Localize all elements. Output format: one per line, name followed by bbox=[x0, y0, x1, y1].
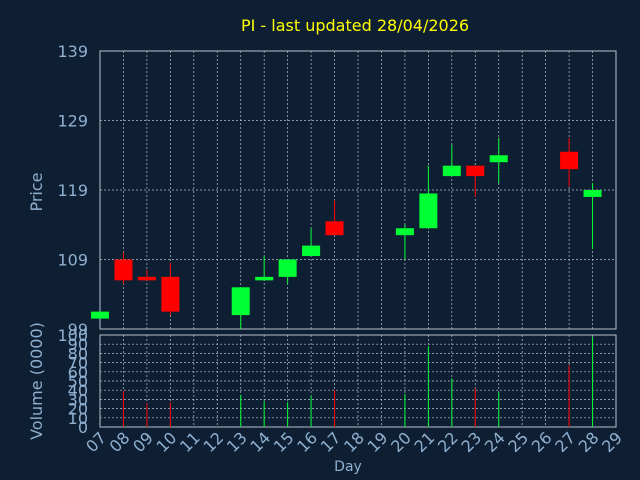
candle-body bbox=[395, 228, 414, 236]
candle-body bbox=[419, 193, 438, 229]
candle-body bbox=[91, 311, 109, 319]
price-candles bbox=[91, 137, 602, 329]
candle-body bbox=[255, 276, 274, 281]
volume-y-tick: 80 bbox=[68, 344, 88, 363]
x-axis-label: Day bbox=[334, 459, 362, 475]
candle-14 bbox=[255, 256, 274, 281]
candle-body bbox=[325, 221, 344, 236]
candle-24 bbox=[489, 137, 508, 184]
volume-y-tick: 90 bbox=[68, 335, 88, 354]
price-y-tick: 119 bbox=[57, 181, 88, 200]
candle-22 bbox=[442, 144, 461, 177]
candle-09 bbox=[137, 269, 156, 281]
candle-07 bbox=[91, 311, 109, 319]
volume-y-tick: 70 bbox=[68, 354, 88, 373]
candle-10 bbox=[161, 262, 180, 316]
chart-title: PI - last updated 28/04/2026 bbox=[241, 16, 469, 35]
candle-body bbox=[161, 276, 180, 312]
candle-body bbox=[583, 190, 602, 197]
price-y-tick: 129 bbox=[57, 112, 88, 131]
candle-body bbox=[114, 259, 133, 281]
candle-23 bbox=[466, 165, 485, 197]
candle-body bbox=[560, 151, 579, 170]
volume-y-tick: 60 bbox=[68, 363, 88, 382]
candle-08 bbox=[114, 252, 133, 284]
candle-15 bbox=[278, 259, 297, 284]
candle-body bbox=[489, 155, 508, 163]
candle-28 bbox=[583, 183, 602, 250]
volume-axis-label: Volume (0000) bbox=[27, 322, 46, 440]
price-panel: 139 129 119 109 99 Price bbox=[27, 42, 617, 339]
candle-body bbox=[466, 165, 485, 177]
volume-bars bbox=[122, 336, 594, 427]
candle-27 bbox=[560, 137, 579, 187]
price-y-tick: 99 bbox=[68, 320, 88, 339]
candle-body bbox=[442, 165, 461, 177]
price-y-tick: 139 bbox=[57, 42, 88, 61]
candle-13 bbox=[231, 287, 250, 329]
volume-y-tick: 30 bbox=[68, 390, 88, 409]
volume-y-tick: 100 bbox=[57, 326, 88, 345]
candle-17 bbox=[325, 200, 344, 236]
x-tick: 29 bbox=[598, 428, 626, 456]
x-tick-labels: 0708091011121314151617181920212223242526… bbox=[82, 428, 626, 456]
price-y-tick-labels: 139 129 119 109 99 bbox=[57, 42, 88, 339]
candle-20 bbox=[395, 224, 414, 260]
volume-y-tick: 10 bbox=[68, 409, 88, 428]
candle-body bbox=[137, 276, 156, 281]
price-grid bbox=[99, 50, 617, 330]
price-axis-label: Price bbox=[27, 172, 46, 211]
candle-16 bbox=[302, 228, 321, 257]
volume-grid bbox=[99, 334, 617, 428]
candle-body bbox=[278, 259, 297, 277]
candle-body bbox=[302, 245, 321, 257]
price-y-tick: 109 bbox=[57, 251, 88, 270]
volume-y-tick: 0 bbox=[78, 418, 88, 437]
volume-y-tick: 50 bbox=[68, 372, 88, 391]
candle-body bbox=[231, 287, 250, 316]
volume-y-tick: 20 bbox=[68, 400, 88, 419]
volume-y-tick: 40 bbox=[68, 381, 88, 400]
candle-21 bbox=[419, 165, 438, 229]
